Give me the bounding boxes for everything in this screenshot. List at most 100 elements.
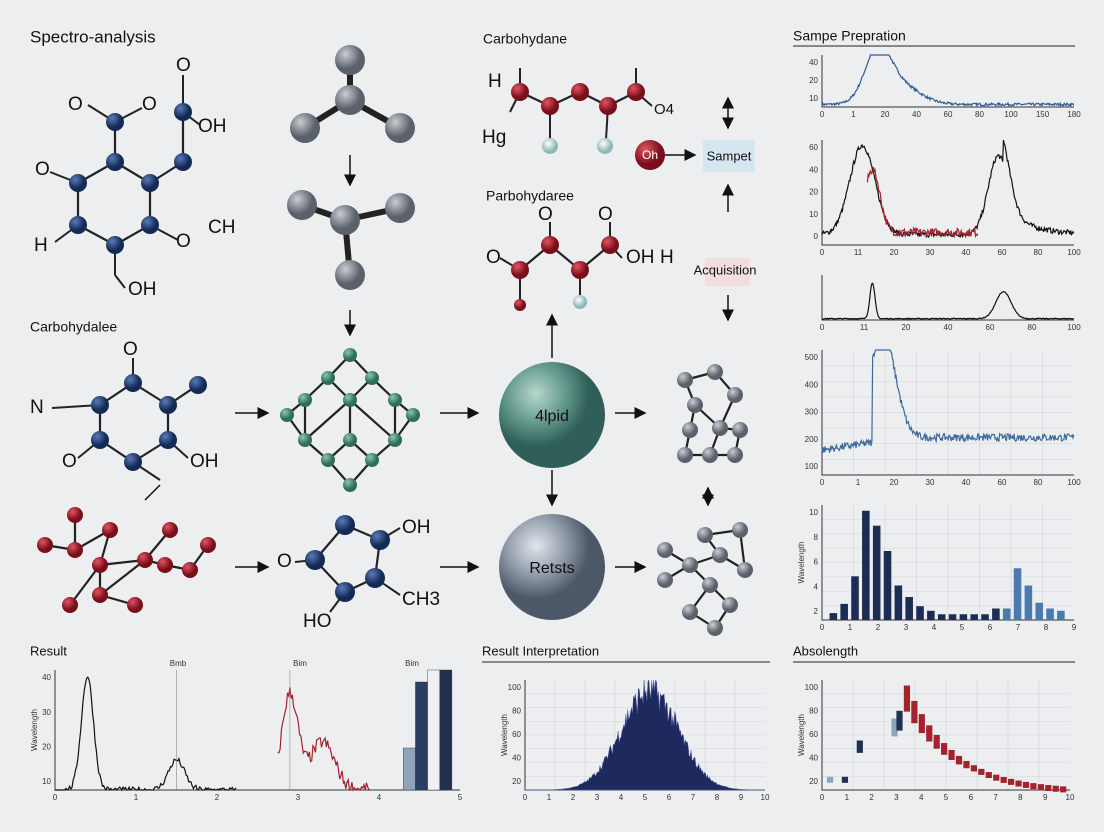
x-tick-label: 7	[1016, 623, 1021, 632]
atom	[92, 587, 108, 603]
atom	[174, 153, 192, 171]
x-tick-label: 100	[1067, 248, 1081, 257]
x-tick-label: 1	[547, 793, 552, 802]
bar	[955, 755, 963, 765]
y-tick-label: 20	[809, 76, 818, 85]
atom	[682, 422, 698, 438]
atom	[298, 433, 312, 447]
curve	[821, 349, 1075, 453]
atom-label: O	[123, 339, 138, 360]
bar	[933, 734, 940, 749]
atom	[511, 261, 529, 279]
bar	[1046, 608, 1054, 620]
bar	[916, 606, 924, 620]
atom	[542, 138, 558, 154]
atom-label: O	[176, 55, 191, 76]
x-tick-label: 30	[926, 478, 935, 487]
y-axis-label: Wavelength	[30, 709, 39, 751]
atom	[657, 542, 673, 558]
x-tick-label: 1	[848, 623, 853, 632]
x-tick-label: 40	[962, 478, 971, 487]
x-tick-label: 20	[881, 110, 890, 119]
y-tick-label: 100	[805, 462, 819, 471]
lipid-sphere	[499, 362, 605, 468]
atom	[141, 174, 159, 192]
bar	[918, 714, 925, 734]
y-tick-label: 60	[809, 143, 818, 152]
bar	[993, 774, 1000, 781]
atom	[189, 376, 207, 394]
x-tick-label: 80	[1034, 248, 1043, 257]
x-tick-label: 4	[932, 623, 937, 632]
atom	[174, 103, 192, 121]
atom	[287, 190, 317, 220]
y-tick-label: 400	[805, 380, 819, 389]
atom	[305, 550, 325, 570]
atom	[106, 236, 124, 254]
annotation: Bmb	[170, 659, 187, 668]
atom	[573, 295, 587, 309]
atom-label: O	[62, 451, 77, 472]
bar	[948, 614, 957, 620]
x-tick-label: 9	[1043, 793, 1048, 802]
bar	[1057, 610, 1065, 620]
x-tick-label: 10	[1066, 793, 1075, 802]
annotation: Bim	[293, 659, 307, 668]
bar	[826, 776, 834, 783]
atom	[370, 530, 390, 550]
atom	[682, 604, 698, 620]
y-tick-label: 0	[814, 232, 819, 241]
bar	[894, 585, 903, 620]
atom	[737, 562, 753, 578]
y-tick-label: 60	[512, 730, 521, 739]
y-tick-label: 20	[809, 188, 818, 197]
x-tick-label: 150	[1036, 110, 1050, 119]
acquisition-band	[705, 258, 750, 286]
y-tick-label: 10	[42, 777, 51, 786]
atom	[137, 552, 153, 568]
y-tick-label: 10	[809, 508, 818, 517]
x-tick-label: 1	[134, 793, 139, 802]
x-tick-label: 5	[944, 793, 949, 802]
bar	[896, 710, 903, 731]
y-tick-label: 100	[508, 683, 522, 692]
y-tick-label: 80	[512, 707, 521, 716]
x-tick-label: 0	[820, 110, 825, 119]
atom-label: O	[68, 94, 83, 115]
bar	[911, 700, 918, 724]
bar	[883, 551, 892, 620]
bar	[1022, 781, 1030, 788]
section-title: Result Interpretation	[482, 643, 599, 658]
atom	[290, 113, 320, 143]
bar	[1052, 785, 1059, 792]
node-label: Retsts	[529, 560, 574, 577]
atom	[162, 522, 178, 538]
y-tick-label: 100	[805, 683, 819, 692]
y-tick-label: 40	[512, 754, 521, 763]
x-tick-label: 40	[912, 110, 921, 119]
bar	[1037, 784, 1044, 791]
curve	[821, 54, 1075, 108]
y-axis-label: Wavelength	[500, 714, 509, 756]
atom-label: Hg	[482, 127, 506, 148]
x-tick-label: 3	[894, 793, 899, 802]
atom	[365, 568, 385, 588]
x-tick-label: 1	[845, 793, 850, 802]
retsts-sphere	[499, 514, 605, 620]
atom	[601, 236, 619, 254]
x-tick-label: 8	[1044, 623, 1049, 632]
atom	[343, 433, 357, 447]
curve	[55, 676, 237, 792]
x-tick-label: 0	[523, 793, 528, 802]
oh-node	[635, 140, 665, 170]
atom	[712, 547, 728, 563]
axis	[821, 140, 1074, 246]
atom	[67, 507, 83, 523]
y-tick-label: 200	[805, 435, 819, 444]
atom	[106, 153, 124, 171]
atom-label: O	[538, 204, 553, 225]
curve	[277, 687, 371, 792]
x-tick-label: 5	[458, 793, 463, 802]
atom	[124, 453, 142, 471]
